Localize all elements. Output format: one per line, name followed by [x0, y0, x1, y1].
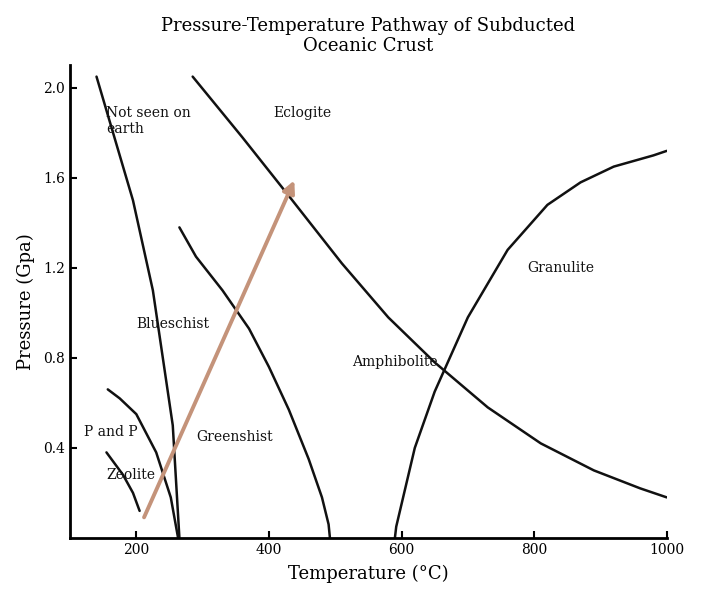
Text: Not seen on
earth: Not seen on earth	[107, 106, 191, 136]
Text: Zeolite: Zeolite	[107, 468, 156, 482]
Text: Amphibolite: Amphibolite	[352, 355, 437, 370]
Y-axis label: Pressure (Gpa): Pressure (Gpa)	[17, 233, 35, 370]
Text: P and P: P and P	[84, 425, 138, 439]
X-axis label: Temperature (°C): Temperature (°C)	[288, 565, 449, 583]
Text: Blueschist: Blueschist	[136, 317, 210, 331]
Text: Eclogite: Eclogite	[273, 106, 331, 120]
Title: Pressure-Temperature Pathway of Subducted
Oceanic Crust: Pressure-Temperature Pathway of Subducte…	[161, 17, 576, 55]
Text: Greenshist: Greenshist	[196, 430, 273, 443]
Text: Granulite: Granulite	[527, 261, 594, 275]
